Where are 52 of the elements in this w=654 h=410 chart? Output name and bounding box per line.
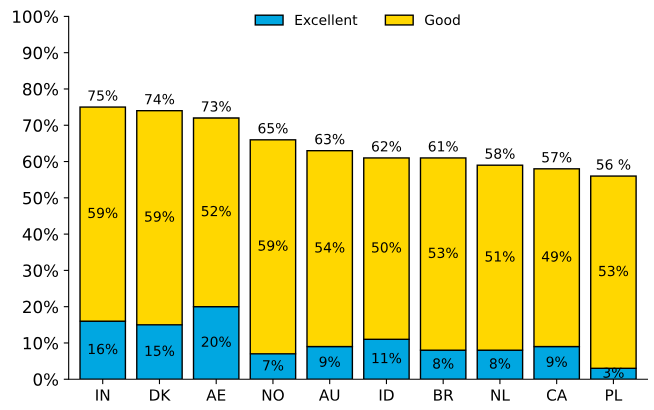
x-tick-label: PL bbox=[606, 389, 622, 401]
x-tick-label: NL bbox=[491, 389, 510, 401]
x-tick-label: DK bbox=[150, 389, 171, 401]
data-label: 20% bbox=[202, 336, 231, 347]
data-label: 50% bbox=[372, 242, 402, 253]
x-tick-label: AE bbox=[206, 389, 226, 401]
legend-label: Good bbox=[425, 14, 460, 26]
y-tick-label: 50% bbox=[23, 192, 58, 204]
y-tick-label: 30% bbox=[23, 264, 58, 277]
data-label: 7% bbox=[263, 360, 284, 371]
data-label: 8% bbox=[433, 358, 454, 369]
total-label: 63% bbox=[315, 134, 344, 144]
total-label: 75% bbox=[88, 90, 118, 101]
legend-label: Excellent bbox=[296, 14, 358, 26]
x-tick-label: AU bbox=[318, 389, 340, 401]
data-label: 59% bbox=[88, 208, 118, 218]
total-label: 62% bbox=[372, 141, 402, 152]
data-label: 9% bbox=[320, 356, 340, 367]
data-label: 9% bbox=[546, 356, 567, 367]
total-label: 57% bbox=[542, 152, 572, 162]
x-tick-label: NO bbox=[262, 389, 284, 401]
y-tick-label: 100% bbox=[13, 10, 58, 23]
data-label: 59% bbox=[145, 211, 174, 222]
data-label: 16% bbox=[88, 344, 118, 354]
y-tick-label: 60% bbox=[23, 156, 58, 168]
x-tick-label: CA bbox=[546, 389, 568, 401]
data-label: 53% bbox=[599, 266, 628, 276]
y-tick-label: 10% bbox=[24, 336, 58, 350]
total-label: 58% bbox=[486, 148, 515, 159]
x-tick-label: ID bbox=[380, 389, 394, 401]
data-label: 51% bbox=[486, 251, 515, 262]
data-label: 8% bbox=[490, 358, 510, 369]
y-tick-label: 40% bbox=[22, 228, 58, 241]
data-label: 49% bbox=[542, 251, 572, 262]
data-label: 15% bbox=[146, 346, 174, 356]
y-tick-label: 0% bbox=[34, 373, 58, 386]
total-label: 65% bbox=[258, 122, 288, 134]
x-tick-label: IN bbox=[96, 389, 110, 401]
total-label: 56 % bbox=[596, 159, 630, 170]
data-label: 59% bbox=[258, 240, 288, 251]
y-tick-label: 90% bbox=[22, 46, 58, 60]
total-label: 61% bbox=[428, 141, 458, 152]
data-label: 54% bbox=[315, 242, 344, 253]
data-label: 11% bbox=[372, 352, 402, 364]
y-tick-label: 70% bbox=[23, 119, 58, 132]
data-label: 53% bbox=[428, 248, 458, 258]
data-label: 52% bbox=[202, 206, 231, 216]
total-label: 73% bbox=[202, 101, 231, 112]
x-tick-label: BR bbox=[434, 389, 454, 401]
y-tick-label: 20% bbox=[23, 300, 58, 314]
total-label: 74% bbox=[145, 94, 174, 104]
y-tick-label: 80% bbox=[23, 82, 58, 96]
